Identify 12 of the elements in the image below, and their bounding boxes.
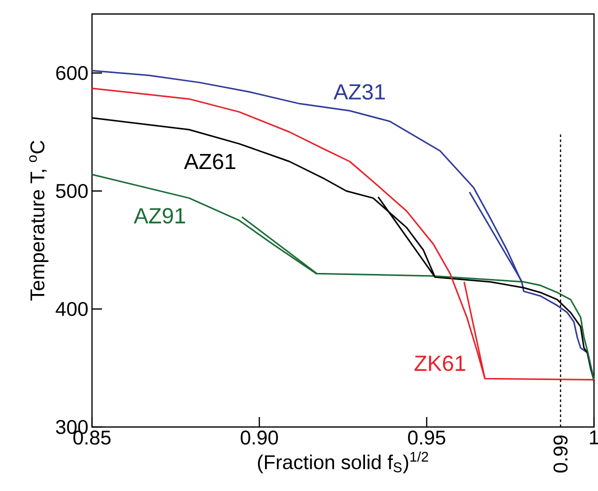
y-tick-label: 600 [56, 66, 88, 80]
y-tick-label: 500 [56, 184, 88, 198]
y-tick-label: 400 [56, 302, 88, 316]
series-label: AZ91 [134, 208, 186, 224]
ref-line-label: 0.99 [553, 435, 568, 473]
x-axis-title: (Fraction solid f$_{S}$)$^{1/2}$ [258, 451, 428, 474]
y-axis-title: Temperature T, $^{o}$C [29, 140, 48, 301]
series-label: AZ61 [184, 154, 236, 170]
x-tick-label: 0.95 [408, 430, 446, 445]
series-label: AZ31 [334, 84, 385, 100]
x-tick-label: 0.90 [240, 430, 278, 445]
series-label: ZK61 [414, 356, 466, 372]
